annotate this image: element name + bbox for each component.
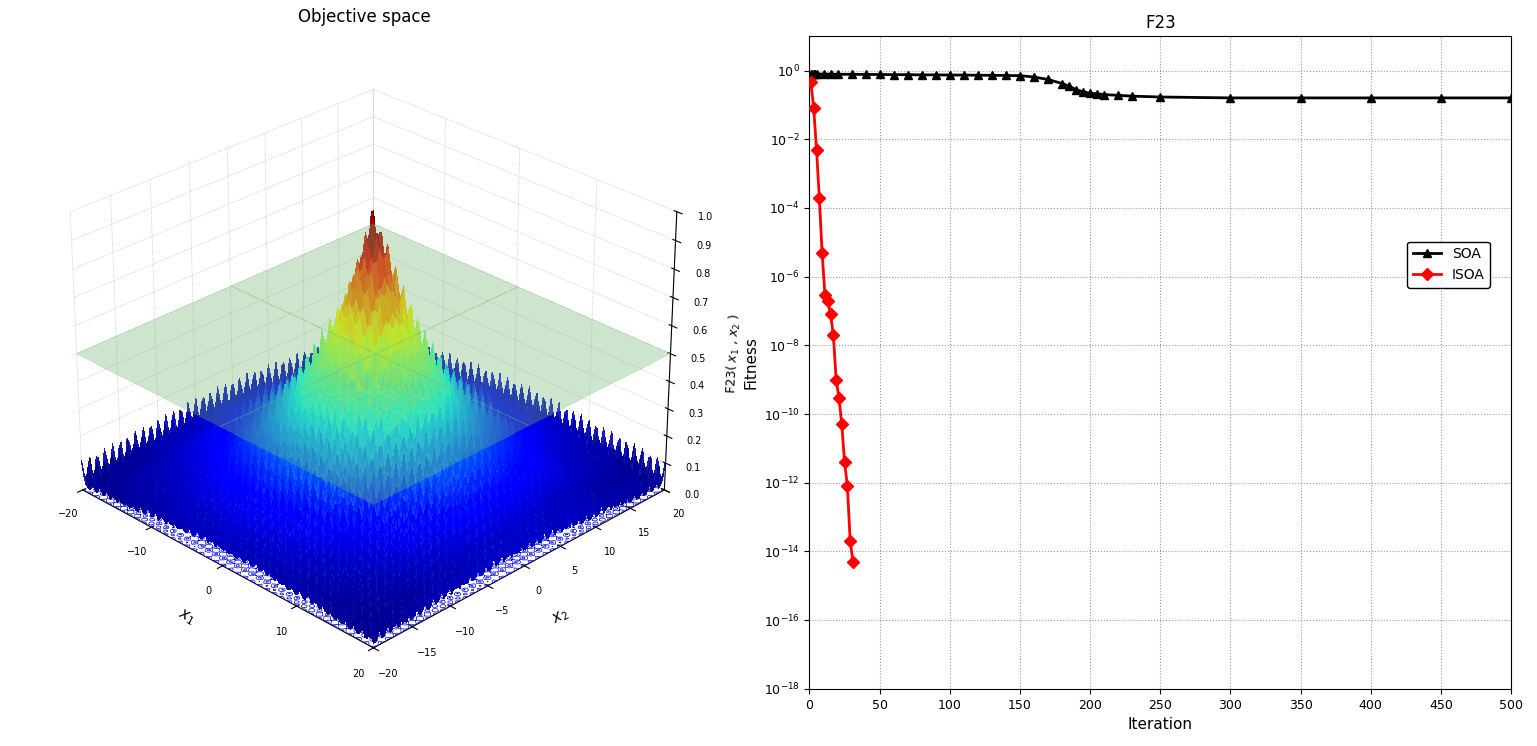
SOA bbox=[1053, 79, 1071, 88]
ISOA bbox=[835, 457, 853, 466]
ISOA bbox=[816, 290, 835, 299]
SOA bbox=[802, 69, 821, 78]
SOA bbox=[884, 70, 902, 79]
ISOA bbox=[841, 536, 859, 545]
SOA bbox=[870, 70, 888, 79]
SOA bbox=[941, 71, 959, 80]
ISOA bbox=[838, 482, 856, 491]
SOA bbox=[982, 71, 1001, 80]
X-axis label: $x_1$: $x_1$ bbox=[175, 606, 197, 628]
SOA bbox=[856, 70, 875, 79]
ISOA bbox=[827, 375, 845, 384]
SOA bbox=[1025, 72, 1044, 81]
Y-axis label: Fitness: Fitness bbox=[744, 336, 758, 389]
Legend: SOA, ISOA: SOA, ISOA bbox=[1408, 242, 1491, 288]
SOA bbox=[1067, 85, 1085, 94]
Title: F23: F23 bbox=[1145, 14, 1176, 32]
SOA bbox=[1151, 93, 1170, 101]
SOA bbox=[1094, 90, 1113, 99]
SOA bbox=[842, 70, 861, 79]
ISOA bbox=[807, 145, 825, 154]
SOA bbox=[996, 71, 1014, 80]
Line: SOA: SOA bbox=[807, 69, 1515, 102]
ISOA bbox=[824, 330, 842, 339]
SOA bbox=[1110, 91, 1128, 100]
SOA bbox=[927, 70, 945, 79]
SOA bbox=[1081, 89, 1099, 98]
ISOA bbox=[802, 78, 821, 87]
SOA bbox=[802, 69, 821, 78]
SOA bbox=[1011, 71, 1030, 80]
SOA bbox=[805, 69, 824, 78]
Y-axis label: $x_2$: $x_2$ bbox=[550, 606, 572, 628]
ISOA bbox=[821, 310, 839, 319]
Line: ISOA: ISOA bbox=[807, 78, 858, 566]
SOA bbox=[1222, 93, 1240, 102]
SOA bbox=[899, 70, 918, 79]
SOA bbox=[1074, 87, 1093, 96]
SOA bbox=[1502, 93, 1520, 102]
SOA bbox=[821, 69, 839, 78]
ISOA bbox=[844, 557, 862, 566]
ISOA bbox=[819, 296, 838, 305]
SOA bbox=[828, 70, 847, 79]
Title: Objective space: Objective space bbox=[298, 8, 430, 26]
SOA bbox=[913, 70, 931, 79]
SOA bbox=[1291, 93, 1310, 102]
ISOA bbox=[804, 104, 822, 113]
X-axis label: Iteration: Iteration bbox=[1128, 717, 1193, 732]
ISOA bbox=[830, 393, 848, 402]
ISOA bbox=[833, 420, 851, 429]
SOA bbox=[1088, 90, 1107, 98]
ISOA bbox=[813, 248, 832, 257]
SOA bbox=[954, 71, 973, 80]
SOA bbox=[1061, 82, 1079, 91]
SOA bbox=[1039, 75, 1057, 84]
SOA bbox=[815, 69, 833, 78]
SOA bbox=[1124, 92, 1142, 101]
SOA bbox=[1362, 93, 1380, 102]
SOA bbox=[807, 69, 825, 78]
ISOA bbox=[810, 193, 828, 202]
SOA bbox=[968, 71, 987, 80]
SOA bbox=[804, 69, 822, 78]
SOA bbox=[1432, 93, 1451, 102]
